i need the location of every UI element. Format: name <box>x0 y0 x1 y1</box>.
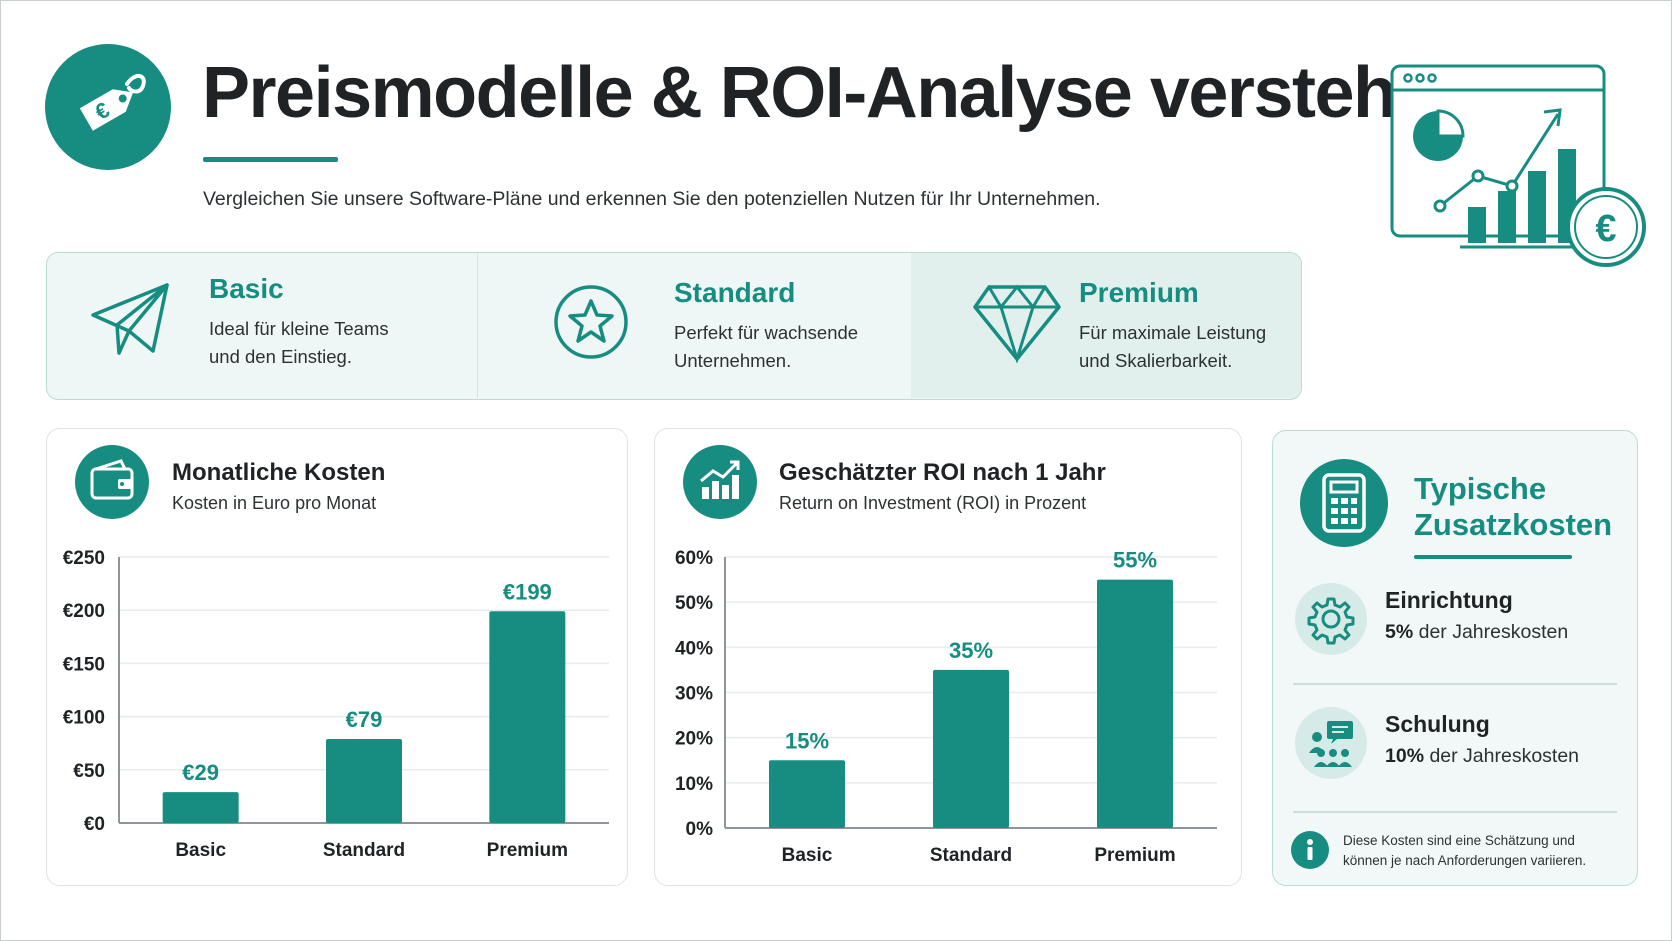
y-tick-label: 10% <box>675 774 713 795</box>
gear-icon <box>1295 583 1367 655</box>
y-tick-label: 60% <box>675 548 713 569</box>
y-tick-label: 40% <box>675 638 713 659</box>
bar-basic <box>769 760 845 828</box>
extra-costs-panel: Typische Zusatzkosten Einrichtung 5% der … <box>1272 430 1638 886</box>
cost-item-setup-value: 5% der Jahreskosten <box>1385 621 1569 643</box>
roi-title: Geschätzter ROI nach 1 Jahr <box>779 459 1106 486</box>
x-tick-label: Basic <box>175 840 226 861</box>
plan-basic-name: Basic <box>209 273 284 304</box>
y-tick-label: €50 <box>73 761 105 782</box>
title-underline <box>203 157 338 162</box>
x-tick-label: Premium <box>1094 845 1175 866</box>
bar-growth-icon <box>683 445 757 519</box>
bar-basic <box>162 792 239 823</box>
diamond-icon <box>973 284 1061 363</box>
dashboard-growth-euro-icon: € <box>1390 64 1652 274</box>
plan-premium-description: Für maximale Leistung und Skalierbarkeit. <box>1079 322 1267 371</box>
data-label: 35% <box>949 638 993 663</box>
cost-item-setup-label: Einrichtung <box>1385 587 1513 613</box>
plan-standard-name: Standard <box>674 277 796 308</box>
data-label: €199 <box>503 579 552 604</box>
x-tick-label: Standard <box>323 840 405 861</box>
extra-costs-note: Diese Kosten sind eine Schätzung und könn… <box>1343 833 1587 868</box>
divider <box>1293 811 1617 813</box>
plan-standard-description: Perfekt für wachsende Unternehmen. <box>674 322 859 371</box>
plan-basic-description: Ideal für kleine Teams und den Einstieg. <box>209 318 389 367</box>
cost-item-training-value: 10% der Jahreskosten <box>1385 745 1580 767</box>
wallet-icon <box>75 445 149 519</box>
data-label: 15% <box>785 728 829 753</box>
x-tick-label: Premium <box>487 840 568 861</box>
data-label: 55% <box>1113 548 1157 573</box>
y-tick-label: 0% <box>686 819 714 840</box>
x-tick-label: Standard <box>930 845 1012 866</box>
monthly-cost-subtitle: Kosten in Euro pro Monat <box>172 493 377 513</box>
y-tick-label: 50% <box>675 593 713 614</box>
monthly-cost-chart: €0 €50 €100 €150 €200 €250 €29 Basic €79 Standard… <box>63 548 609 861</box>
roi-card: Geschätzter ROI nach 1 Jahr Return on In… <box>654 428 1242 886</box>
bar-standard <box>326 738 402 823</box>
plan-premium: Premium Für maximale Leistung und Skalier… <box>911 253 1301 398</box>
y-tick-label: 20% <box>675 729 713 750</box>
page-subtitle: Vergleichen Sie unsere Software-Pläne un… <box>203 188 1101 210</box>
training-group-icon <box>1295 707 1367 779</box>
monthly-cost-card: Monatliche Kosten Kosten in Euro pro Mon… <box>46 428 628 886</box>
plan-standard: Standard Perfekt für wachsende Unternehme… <box>477 253 911 398</box>
y-tick-label: €100 <box>63 708 105 729</box>
info-icon <box>1291 831 1329 869</box>
svg-text:€: € <box>1595 208 1616 250</box>
roi-subtitle: Return on Investment (ROI) in Prozent <box>779 493 1087 513</box>
plan-premium-name: Premium <box>1079 277 1199 308</box>
bar-standard <box>933 669 1009 828</box>
y-tick-label: €150 <box>63 654 105 675</box>
y-tick-label: €250 <box>63 548 105 569</box>
divider <box>1293 683 1617 685</box>
bar-premium <box>1097 579 1173 828</box>
extra-costs-title-underline <box>1414 555 1572 559</box>
plans-overview: Basic Ideal für kleine Teams und den Eins… <box>46 252 1302 400</box>
paper-plane-icon <box>91 283 169 355</box>
y-tick-label: €200 <box>63 601 105 622</box>
page-title: Preismodelle & ROI-Analyse verstehen <box>202 53 1478 133</box>
star-circle-icon <box>554 285 628 359</box>
plan-basic: Basic Ideal für kleine Teams und den Eins… <box>47 253 477 398</box>
cost-item-training-label: Schulung <box>1385 711 1490 737</box>
y-tick-label: €0 <box>84 814 105 835</box>
bar-premium <box>489 611 566 823</box>
x-tick-label: Basic <box>782 845 833 866</box>
data-label: €29 <box>182 760 219 785</box>
price-tag-euro-icon: € <box>45 44 171 170</box>
extra-costs-title: Typische Zusatzkosten <box>1414 471 1613 542</box>
roi-chart: 0% 10% 20% 30% 40% 50% 60% 15% Basic 35% Standard 5… <box>675 548 1217 866</box>
data-label: €79 <box>346 707 383 732</box>
calculator-icon <box>1300 459 1388 547</box>
monthly-cost-title: Monatliche Kosten <box>172 459 386 486</box>
y-tick-label: 30% <box>675 684 713 705</box>
